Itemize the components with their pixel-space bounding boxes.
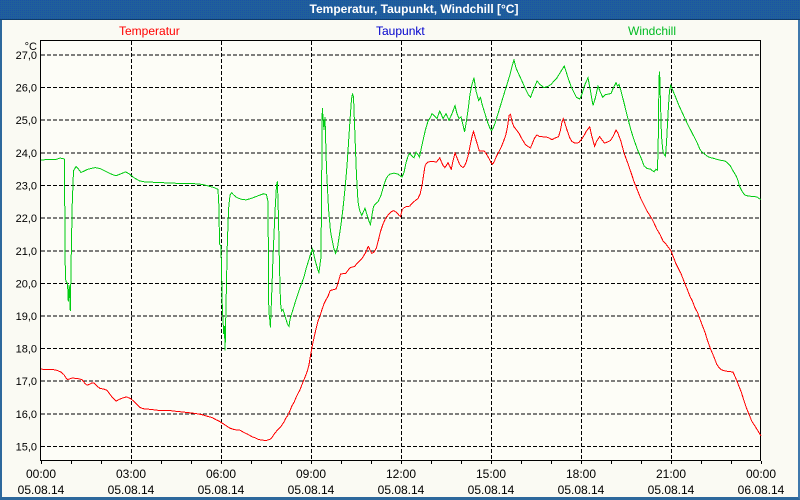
svg-text:05.08.14: 05.08.14 (648, 483, 695, 497)
svg-text:19,0: 19,0 (16, 311, 37, 323)
svg-text:25,0: 25,0 (16, 115, 37, 127)
svg-text:00:00: 00:00 (746, 467, 776, 481)
svg-text:05.08.14: 05.08.14 (468, 483, 515, 497)
svg-text:03:00: 03:00 (116, 467, 146, 481)
svg-text:26,0: 26,0 (16, 83, 37, 95)
svg-text:21,0: 21,0 (16, 246, 37, 258)
svg-text:21:00: 21:00 (656, 467, 686, 481)
svg-text:05.08.14: 05.08.14 (288, 483, 335, 497)
svg-text:22,0: 22,0 (16, 213, 37, 225)
svg-text:16,0: 16,0 (16, 409, 37, 421)
svg-text:05.08.14: 05.08.14 (378, 483, 425, 497)
svg-text:05.08.14: 05.08.14 (18, 483, 65, 497)
svg-text:09:00: 09:00 (296, 467, 326, 481)
svg-text:00:00: 00:00 (26, 467, 56, 481)
svg-text:18:00: 18:00 (566, 467, 596, 481)
svg-text:20,0: 20,0 (16, 278, 37, 290)
svg-text:15,0: 15,0 (16, 442, 37, 454)
svg-text:05.08.14: 05.08.14 (558, 483, 605, 497)
svg-text:05.08.14: 05.08.14 (108, 483, 155, 497)
svg-text:05.08.14: 05.08.14 (198, 483, 245, 497)
svg-text:17,0: 17,0 (16, 376, 37, 388)
svg-text:27,0: 27,0 (16, 50, 37, 62)
svg-text:°C: °C (25, 41, 37, 53)
svg-text:24,0: 24,0 (16, 148, 37, 160)
svg-text:23,0: 23,0 (16, 181, 37, 193)
svg-text:06.08.14: 06.08.14 (738, 483, 785, 497)
svg-text:12:00: 12:00 (386, 467, 416, 481)
svg-text:18,0: 18,0 (16, 344, 37, 356)
svg-text:15:00: 15:00 (476, 467, 506, 481)
svg-text:06:00: 06:00 (206, 467, 236, 481)
